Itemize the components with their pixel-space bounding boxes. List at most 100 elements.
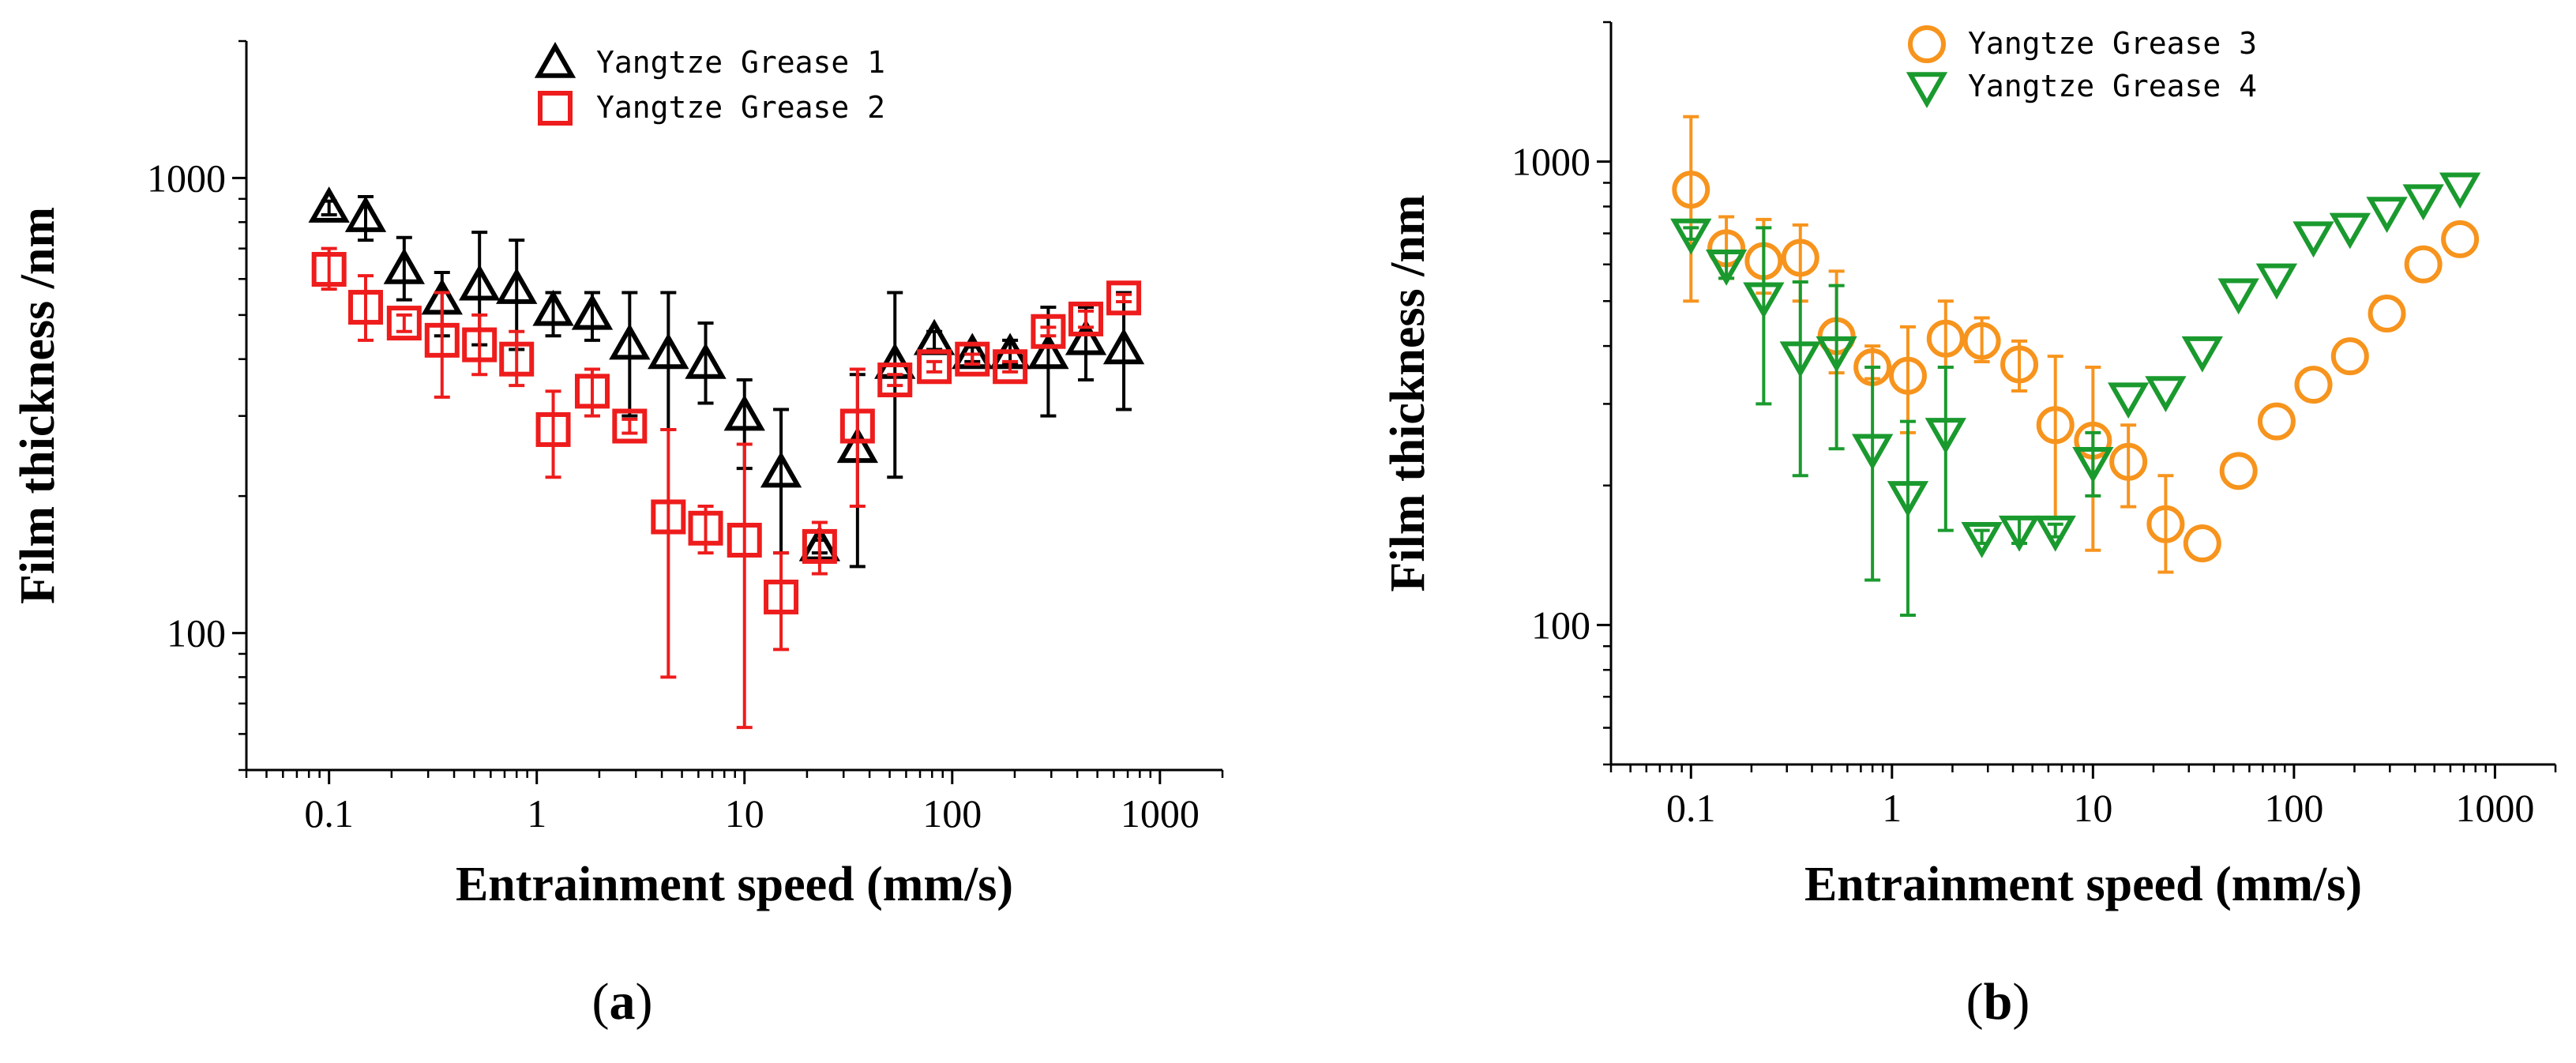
- chart-b-series-2-point: [2145, 376, 2187, 413]
- chart-b-y-tick-label: 100: [1531, 603, 1590, 647]
- chart-b-series-2-point: [1705, 250, 1748, 286]
- chart-b-series-2-point: [1887, 481, 1929, 517]
- chart-a-legend-label-2: Yangtze Grease 2: [596, 90, 885, 125]
- chart-b-series-2-point: [2255, 263, 2298, 300]
- chart-b-series-2-point: [1743, 282, 1785, 319]
- chart-b-series-1-point: [2404, 245, 2443, 284]
- chart-b-legend-label-1: Yangtze Grease 3: [1968, 26, 2257, 61]
- chart-a-series-1-point: [609, 323, 651, 360]
- chart-a-panel-label: (a): [592, 973, 653, 1031]
- chart-a-series-2-point: [802, 528, 837, 564]
- chart-a-series-1-point: [1102, 328, 1145, 365]
- chart-b-series-1-point: [2330, 337, 2369, 376]
- chart-b-series-1-point: [1888, 356, 1927, 395]
- chart-a-series-1-point: [685, 342, 727, 379]
- chart-b-series-2-point: [2034, 515, 2076, 552]
- chart-b-series-1-point: [2368, 295, 2406, 333]
- chart-a-x-tick-label: 0.1: [304, 791, 354, 836]
- chart-b-panel-label: (b): [1966, 973, 2030, 1031]
- chart-a-series-1-point: [952, 332, 993, 370]
- chart-a-y-tick-label: 100: [167, 611, 226, 655]
- chart-a-series-2-point: [839, 408, 875, 444]
- chart-a-series-2-point: [1106, 280, 1142, 316]
- chart-b-x-axis-title: Entrainment speed (mm/s): [1804, 858, 2362, 911]
- chart-b-x-tick-label: 1: [1882, 786, 1902, 830]
- chart-b-x-tick-label: 10: [2073, 786, 2112, 830]
- chart-a-series-2-point: [386, 306, 422, 341]
- chart-a-series-1-point: [532, 289, 574, 326]
- chart-b-x-tick-label: 0.1: [1666, 786, 1716, 830]
- chart-a-series-2-point: [347, 290, 383, 325]
- chart-a-series-1-point: [723, 394, 765, 431]
- chart-a-x-tick-label: 100: [922, 791, 982, 836]
- chart-a-x-tick-label: 1: [527, 791, 546, 836]
- chart-a-series-2-point: [311, 252, 347, 287]
- chart-a-legend-marker-1: [534, 41, 576, 78]
- chart-a-series-1-point: [383, 247, 425, 284]
- chart-b-series-2-point: [2292, 221, 2334, 258]
- chart-a-series-2-point: [424, 322, 460, 358]
- chart-b-series-2-point: [2181, 336, 2223, 373]
- chart-b-series-1-point: [2146, 505, 2185, 543]
- chart-a-series-2-point: [651, 499, 686, 535]
- chart-b-series-1-point: [2036, 406, 2075, 445]
- chart-a-series-2-point: [462, 327, 498, 362]
- chart-b-series-2-point: [1924, 418, 1966, 454]
- chart-b-legend-marker-2: [1906, 72, 1948, 109]
- chart-b-series-1-point: [2441, 220, 2480, 258]
- chart-b-series-1-point: [1962, 321, 2001, 360]
- chart-b-legend-marker-1: [1908, 25, 1946, 63]
- chart-b-series-1-point: [2000, 345, 2039, 384]
- chart-b-series-1-point: [1672, 171, 1710, 209]
- chart-b-series-2-point: [2439, 172, 2481, 209]
- chart-a-series-2-point: [535, 411, 571, 447]
- chart-b-series-2-point: [2366, 197, 2408, 233]
- chart-a-series-1-point: [1065, 318, 1107, 355]
- chart-a-series-1-point: [571, 293, 614, 330]
- chart-a-legend-marker-2: [538, 91, 573, 126]
- chart-a-x-axis-title: Entrainment speed (mm/s): [456, 858, 1013, 911]
- chart-b-y-tick-label: 1000: [1511, 140, 1590, 184]
- chart-b-series-1-point: [2219, 452, 2258, 490]
- chart-a-series-2-point: [727, 522, 762, 558]
- chart-a-series-1-point: [648, 332, 689, 370]
- chart-a-series-2-point: [1031, 314, 1066, 349]
- chart-b-series-2-point: [2107, 382, 2150, 419]
- chart-a-series-2-point: [499, 341, 535, 377]
- chart-b-series-2-point: [2217, 278, 2259, 315]
- chart-a-series-2-point: [688, 510, 723, 546]
- chart-a-series-2-point: [612, 408, 648, 444]
- chart-b-series-2-point: [1851, 434, 1894, 471]
- chart-a-y-tick-label: 1000: [147, 156, 226, 200]
- chart-b-series-1-point: [1926, 319, 1965, 358]
- chart-a-series-1-point: [1027, 332, 1069, 370]
- chart-a-y-axis-title: Film thickness /nm: [11, 207, 65, 604]
- chart-a-series-2-point: [877, 362, 913, 398]
- chart-b-series-2-point: [1816, 336, 1857, 373]
- chart-a-series-2-point: [1068, 301, 1104, 336]
- chart-b-series-1-point: [1781, 239, 1819, 277]
- chart-a-legend-label-1: Yangtze Grease 1: [596, 45, 885, 80]
- chart-a-series-2-point: [574, 374, 610, 409]
- chart-b-x-tick-label: 100: [2264, 786, 2323, 830]
- chart-a-series-1-point: [760, 451, 802, 488]
- chart-b-series-2-point: [1998, 515, 2041, 552]
- chart-a-series-1-point: [459, 264, 501, 301]
- chart-a-series-1-point: [496, 268, 538, 304]
- chart-panel-b: 0.1 1 10 100 1000 100 1000 Entrainment speed (m…: [1381, 21, 2557, 1031]
- chart-a-series-2-point: [764, 579, 799, 614]
- chart-b-x-tick-label: 1000: [2455, 786, 2534, 830]
- chart-a-x-tick-label: 1000: [1121, 791, 1200, 836]
- chart-b-series-2-point: [2329, 212, 2371, 250]
- chart-b-series-2-point: [1961, 521, 2003, 558]
- chart-a-series-2-point: [917, 349, 952, 385]
- chart-b-series-1-point: [2183, 524, 2221, 563]
- chart-b-legend-label-2: Yangtze Grease 4: [1968, 69, 2257, 103]
- chart-b-series-1-point: [2294, 366, 2333, 404]
- chart-a-series-2-point: [993, 349, 1028, 385]
- chart-a-x-tick-label: 10: [725, 791, 764, 836]
- chart-b-y-axis-title: Film thickness /nm: [1381, 195, 1435, 592]
- chart-a-series-1-point: [344, 196, 387, 232]
- chart-b-series-2-point: [1779, 341, 1821, 378]
